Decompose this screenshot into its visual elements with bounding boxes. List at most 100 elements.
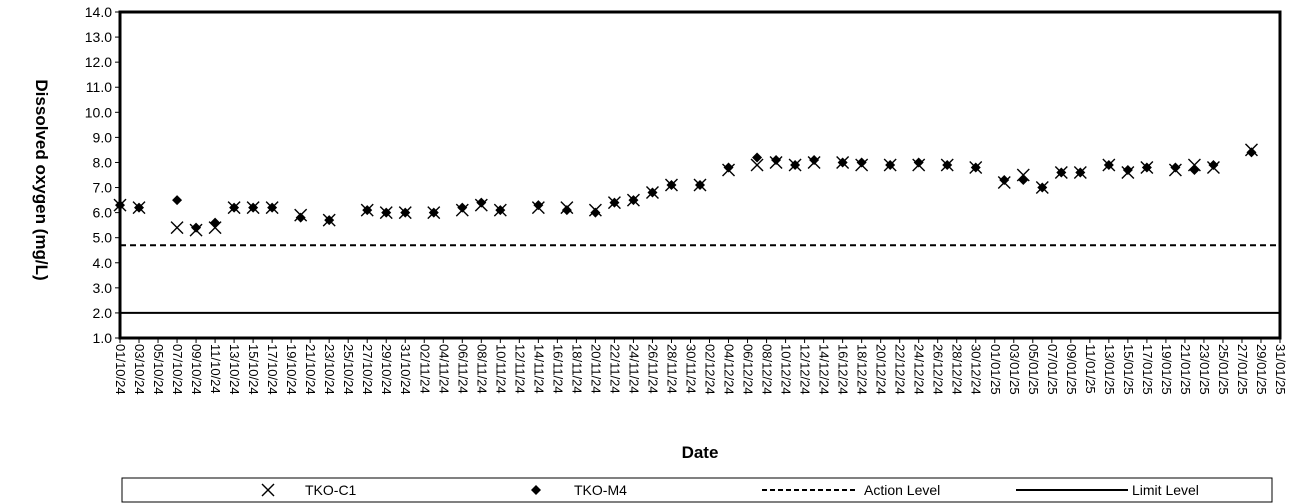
y-tick-label: 6.0: [93, 205, 113, 221]
tko-c1-point: [208, 221, 222, 235]
x-tick-label: 11/10/24: [208, 344, 223, 394]
tko-m4-point: [191, 222, 202, 233]
x-tick-label: 21/10/24: [303, 344, 318, 395]
tko-m4-point: [666, 180, 677, 191]
x-tick-label: 25/10/24: [341, 344, 356, 395]
tko-m4-point: [790, 159, 801, 170]
tko-m4-point: [457, 202, 468, 213]
x-tick-label: 15/10/24: [246, 344, 261, 395]
tko-c1-point: [1016, 168, 1030, 182]
x-tick-label: 10/12/24: [779, 344, 794, 395]
tko-m4-point: [1056, 167, 1067, 178]
x-tick-label: 18/11/24: [569, 344, 584, 394]
x-tick-label: 18/12/24: [855, 344, 870, 395]
x-tick-label: 19/10/24: [284, 344, 299, 395]
tko-m4-point: [809, 154, 820, 165]
x-tick-label: 13/01/25: [1102, 344, 1117, 395]
tko-m4-point: [885, 159, 896, 170]
tko-m4-point: [495, 205, 506, 216]
tko-m4-point: [172, 195, 183, 206]
x-tick-label: 30/11/24: [683, 344, 698, 394]
x-tick-label: 29/10/24: [379, 344, 394, 395]
y-tick-label: 5.0: [93, 230, 113, 246]
tko-m4-point: [590, 207, 601, 218]
tko-c1-point: [1187, 158, 1201, 172]
tko-m4-point: [248, 202, 259, 213]
x-tick-label: 15/01/25: [1121, 344, 1136, 395]
x-tick-label: 03/01/25: [1007, 344, 1022, 395]
tko-m4-point: [134, 202, 145, 213]
x-tick-label: 31/10/24: [398, 344, 413, 395]
x-tick-label: 20/12/24: [874, 344, 889, 395]
x-tick-label: 05/01/25: [1026, 344, 1041, 395]
x-tick-label: 14/12/24: [817, 344, 832, 395]
tko-c1-point: [750, 158, 764, 172]
tko-m4-point: [752, 152, 763, 163]
x-tick-label: 16/12/24: [836, 344, 851, 395]
tko-m4-point: [561, 205, 572, 216]
x-tick-label: 27/01/25: [1235, 344, 1250, 395]
x-tick-label: 01/10/24: [113, 344, 128, 395]
tko-m4-point: [970, 162, 981, 173]
y-tick-label: 8.0: [93, 154, 113, 170]
plot-area-frame: [118, 10, 1282, 340]
tko-m4-point: [229, 202, 240, 213]
x-tick-label: 26/11/24: [645, 344, 660, 394]
y-tick-label: 10.0: [85, 104, 112, 120]
y-tick-label: 2.0: [93, 305, 113, 321]
legend-label-tko-c1: TKO-C1: [305, 482, 357, 498]
legend-label-limit-level: Limit Level: [1132, 482, 1199, 498]
legend-marker-tko-m4: [531, 485, 541, 495]
x-tick-label: 28/12/24: [950, 344, 965, 395]
x-tick-label: 28/11/24: [664, 344, 679, 394]
legend-label-action-level: Action Level: [864, 482, 940, 498]
x-tick-label: 17/01/25: [1140, 344, 1155, 395]
x-tick-label: 14/11/24: [531, 344, 546, 394]
x-tick-label: 24/12/24: [912, 344, 927, 395]
x-axis-ticks: 01/10/24 03/10/24 05/10/24 07/10/24 09/10/24…: [113, 338, 1288, 395]
x-tick-label: 01/01/25: [988, 344, 1003, 395]
tko-m4-point: [695, 180, 705, 191]
x-tick-label: 07/10/24: [170, 344, 185, 395]
x-tick-label: 19/01/25: [1159, 344, 1174, 395]
tko-m4-point: [837, 157, 848, 168]
y-axis-ticks: 1.0 2.0 3.0 4.0 5.0 6.0 7.0 8.0 9.0 10.0 11.0 12.0 1…: [85, 4, 120, 346]
tko-m4-point: [609, 197, 620, 208]
x-tick-label: 22/12/24: [893, 344, 908, 395]
tko-m4-point: [628, 195, 639, 206]
tko-m4-point: [1141, 162, 1152, 173]
tko-m4-point: [1246, 147, 1257, 158]
x-tick-label: 12/11/24: [512, 344, 527, 394]
y-tick-label: 11.0: [86, 79, 112, 95]
x-tick-label: 13/10/24: [227, 344, 242, 395]
y-tick-label: 1.0: [93, 330, 113, 346]
x-tick-label: 09/01/25: [1064, 344, 1079, 395]
tko-m4-point: [400, 207, 411, 218]
x-tick-label: 20/11/24: [588, 344, 603, 394]
tko-m4-point: [210, 217, 221, 228]
x-tick-label: 05/10/24: [151, 344, 166, 395]
tko-m4-point: [1075, 167, 1086, 178]
x-tick-label: 31/01/25: [1273, 344, 1288, 395]
x-tick-label: 30/12/24: [969, 344, 984, 395]
tko-m4-point: [476, 197, 487, 208]
tko-m4-point: [856, 157, 867, 168]
tko-m4-point: [1018, 175, 1029, 186]
tko-m4-point: [647, 187, 658, 198]
x-tick-label: 08/11/24: [474, 344, 489, 394]
x-tick-label: 08/12/24: [760, 344, 775, 395]
legend-marker-tko-c1: [261, 483, 275, 497]
y-tick-label: 4.0: [93, 255, 113, 271]
y-tick-label: 13.0: [85, 29, 112, 45]
x-tick-label: 02/12/24: [703, 344, 718, 395]
x-tick-label: 02/11/24: [417, 344, 432, 394]
tko-m4-point: [913, 157, 924, 168]
legend-label-tko-m4: TKO-M4: [574, 482, 627, 498]
tko-m4-point: [1037, 182, 1048, 193]
x-tick-label: 27/10/24: [360, 344, 375, 395]
tko-m4-point: [1170, 162, 1181, 173]
legend: TKO-C1 TKO-M4 Action Level Limit Level: [121, 477, 1273, 503]
tko-m4-point: [1103, 159, 1114, 170]
tko-m4-point: [267, 202, 278, 213]
